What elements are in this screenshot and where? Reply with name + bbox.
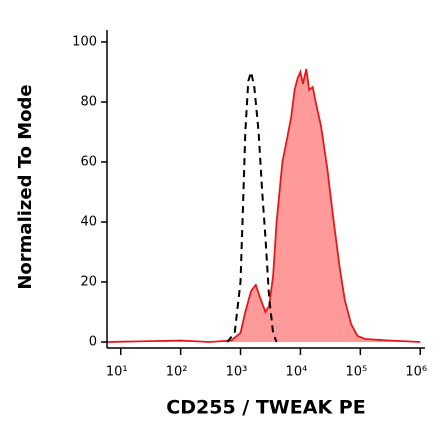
histogram-line: [107, 68, 421, 343]
x-tick-label: 10⁶: [405, 365, 427, 380]
histogram-area: [107, 69, 421, 342]
x-tick-label: 10⁵: [345, 365, 367, 380]
y-tick-label: 20: [80, 275, 97, 290]
y-tick-label: 40: [80, 215, 97, 230]
y-tick-label: 0: [89, 335, 97, 350]
y-tick-label: 100: [72, 35, 97, 50]
x-axis-label: CD255 / TWEAK PE: [166, 397, 365, 419]
y-tick-label: 60: [80, 155, 97, 170]
x-tick-label: 10¹: [106, 365, 128, 380]
x-tick-label: 10⁴: [286, 365, 308, 380]
y-axis-label: Normalized To Mode: [15, 84, 36, 289]
x-tick-label: 10³: [226, 365, 248, 380]
y-tick-label: 80: [80, 95, 97, 110]
x-tick-label: 10²: [166, 365, 188, 380]
histogram-line: [226, 68, 278, 343]
